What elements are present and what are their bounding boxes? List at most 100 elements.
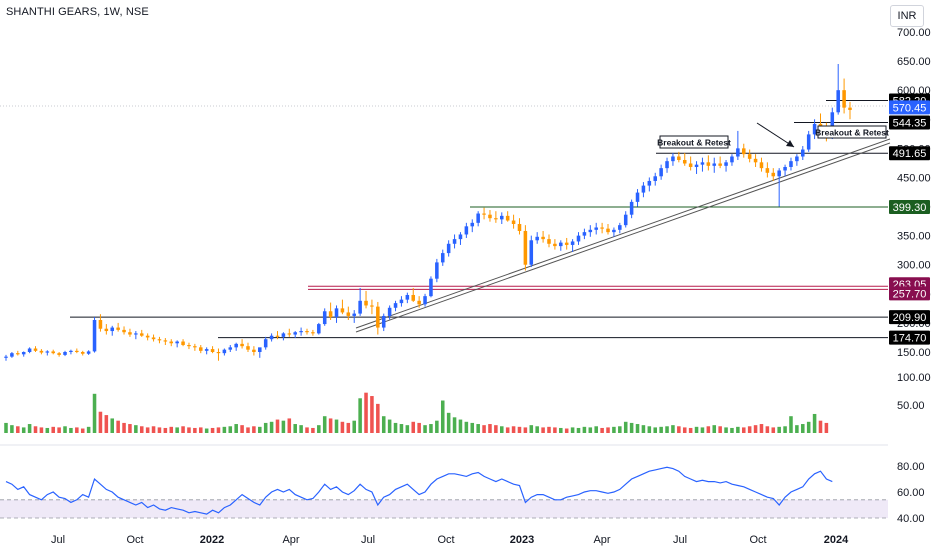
volume-bar	[452, 417, 457, 433]
time-tick-label: Oct	[437, 534, 454, 546]
candle-body	[305, 331, 309, 333]
volume-bar	[500, 426, 504, 433]
volume-bar	[795, 425, 799, 433]
level-tag-label: 257.70	[893, 288, 927, 300]
level-tag-label: 491.65	[893, 148, 927, 160]
candle-body	[358, 300, 362, 314]
candle-body	[694, 164, 699, 167]
rsi-tick-label: 60.00	[897, 487, 925, 499]
time-tick-label: 2023	[510, 534, 534, 546]
candle-body	[600, 227, 604, 229]
candle-body	[216, 352, 221, 354]
volume-bar	[305, 427, 309, 433]
trendline-lower	[355, 142, 891, 333]
candle-body	[458, 234, 463, 240]
time-tick-label: 2022	[200, 534, 224, 546]
volume-bar	[505, 427, 510, 433]
candle-body	[405, 294, 410, 300]
volume-bar	[387, 419, 392, 433]
volume-bar	[216, 427, 221, 433]
candle-body	[352, 313, 356, 316]
volume-bar	[122, 422, 126, 433]
volume-bar	[511, 426, 516, 433]
grid	[0, 105, 888, 446]
candle-body	[724, 162, 728, 166]
time-tick-label: 2024	[824, 534, 849, 546]
candle-body	[812, 123, 817, 135]
volume-bar	[712, 425, 717, 433]
volume-bar	[706, 426, 711, 433]
level-tag	[889, 286, 930, 301]
volume-bar	[677, 426, 681, 433]
level-tag	[889, 310, 930, 325]
price-tick-label: 450.00	[897, 172, 931, 184]
candle-body	[139, 333, 144, 336]
volume-bar	[393, 422, 398, 433]
candle-body	[169, 341, 174, 344]
volume-bar	[210, 427, 215, 433]
candle-body	[39, 350, 44, 353]
candle-body	[718, 163, 722, 166]
volume-bar	[618, 426, 622, 433]
volume-bar	[381, 416, 386, 433]
volume-bar	[765, 426, 770, 433]
volume-bar	[440, 400, 445, 433]
volume-bar	[246, 427, 250, 433]
volume-bar	[806, 421, 811, 433]
rsi-band	[0, 499, 888, 518]
candle-body	[612, 229, 616, 233]
volume-bar	[293, 424, 297, 433]
volume-bar	[736, 426, 740, 433]
candle-body	[429, 278, 433, 297]
volume-bar	[370, 396, 374, 433]
candle-body	[559, 242, 563, 247]
volume-bar	[801, 424, 805, 433]
volume-bar	[204, 428, 209, 433]
currency-button[interactable]: INR	[890, 5, 924, 27]
candle-body	[618, 225, 622, 230]
volume-bar	[730, 427, 734, 433]
volume-bar	[553, 427, 557, 433]
volume-bar	[175, 427, 179, 433]
volume-bar	[747, 426, 752, 433]
candle-body	[623, 214, 628, 226]
candle-body	[328, 311, 333, 318]
candle-body	[665, 161, 669, 169]
candle-body	[706, 162, 711, 166]
candle-body	[128, 332, 132, 335]
volume-bar	[671, 425, 675, 433]
trendline-upper	[355, 138, 891, 329]
candle-body	[505, 215, 510, 221]
candle-body	[175, 341, 179, 344]
candle-body	[588, 229, 593, 233]
volume-bar	[564, 428, 569, 433]
candle-body	[16, 353, 20, 355]
volume-bar	[352, 420, 356, 433]
level-tag	[889, 115, 930, 130]
candle-body	[234, 343, 238, 348]
volume-bar	[57, 427, 61, 433]
candle-body	[541, 236, 545, 240]
candle-body	[228, 347, 233, 350]
candle-body	[346, 312, 351, 316]
volume-bar	[110, 418, 115, 433]
candlesticks	[4, 64, 852, 361]
candle-body	[110, 327, 115, 332]
candle-body	[92, 320, 97, 352]
candle-body	[340, 308, 345, 313]
candle-body	[193, 346, 197, 348]
volume-bar	[476, 424, 480, 433]
candle-body	[381, 315, 386, 328]
candle-body	[376, 306, 380, 328]
volume-bar	[45, 427, 50, 433]
volume-bar	[4, 422, 8, 433]
candle-body	[671, 156, 675, 162]
candle-body	[629, 201, 634, 215]
volume-bar	[635, 424, 640, 433]
volume-bar	[435, 420, 439, 433]
candle-body	[21, 352, 26, 355]
candle-body	[783, 166, 787, 171]
level-tag-label: 399.30	[893, 202, 927, 214]
volume-bar	[446, 412, 451, 433]
